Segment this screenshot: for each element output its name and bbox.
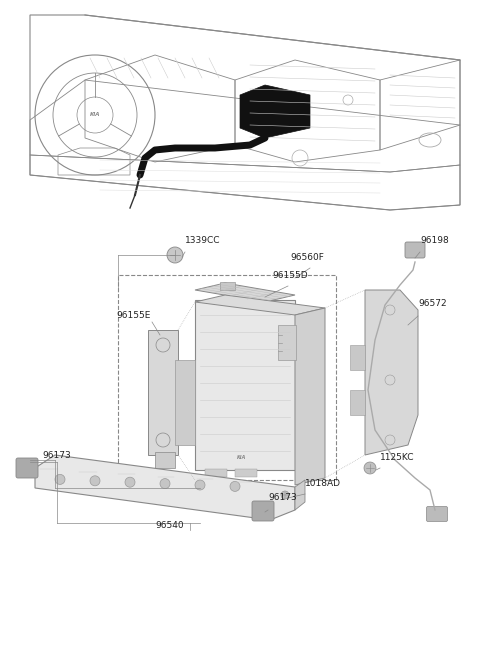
Text: 96198: 96198 [420, 236, 449, 245]
Polygon shape [295, 480, 305, 510]
Polygon shape [195, 283, 295, 302]
Bar [235, 469, 257, 477]
Polygon shape [350, 345, 365, 370]
Text: 96155E: 96155E [116, 311, 150, 320]
Polygon shape [175, 360, 195, 445]
Circle shape [230, 482, 240, 491]
Circle shape [125, 477, 135, 487]
FancyBboxPatch shape [405, 242, 425, 258]
Text: KIA: KIA [237, 455, 247, 460]
Circle shape [167, 247, 183, 263]
Bar [205, 469, 227, 477]
Polygon shape [350, 390, 365, 415]
Text: 1018AD: 1018AD [305, 479, 341, 488]
Polygon shape [148, 330, 178, 455]
Circle shape [160, 479, 170, 489]
Polygon shape [35, 455, 295, 520]
Text: 96155D: 96155D [272, 271, 308, 280]
Polygon shape [240, 85, 310, 138]
Text: 96572: 96572 [418, 299, 446, 308]
Text: KIA: KIA [90, 112, 100, 117]
Circle shape [195, 480, 205, 490]
FancyBboxPatch shape [16, 458, 38, 478]
Polygon shape [365, 290, 418, 455]
Bar [118, 275, 336, 480]
Text: 96173: 96173 [268, 493, 297, 502]
Bar [278, 325, 296, 360]
Text: 96560F: 96560F [290, 253, 324, 262]
Circle shape [55, 474, 65, 484]
FancyBboxPatch shape [252, 501, 274, 521]
FancyBboxPatch shape [427, 506, 447, 522]
Text: 96540: 96540 [155, 521, 184, 530]
Text: 96173: 96173 [42, 451, 71, 460]
Circle shape [90, 476, 100, 486]
Polygon shape [195, 295, 325, 315]
Polygon shape [155, 452, 175, 468]
Polygon shape [295, 308, 325, 485]
Circle shape [281, 491, 289, 499]
Text: 1339CC: 1339CC [185, 236, 220, 245]
Text: 1125KC: 1125KC [380, 453, 415, 462]
Bar [220, 282, 235, 290]
Circle shape [364, 462, 376, 474]
Bar [195, 300, 295, 470]
